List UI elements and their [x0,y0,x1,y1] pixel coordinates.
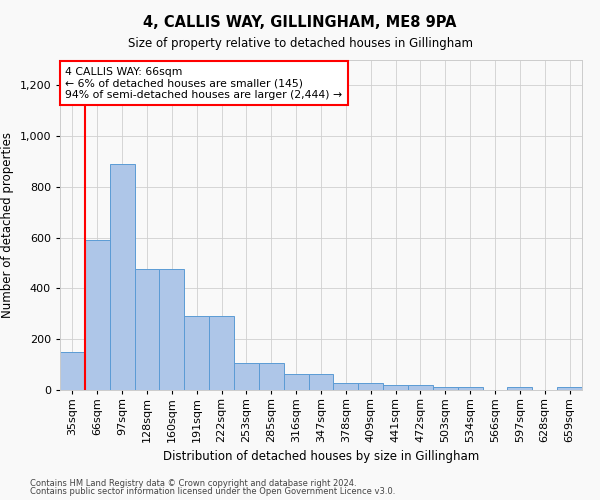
Bar [508,387,532,390]
Bar [134,270,160,390]
Bar [334,383,358,390]
Bar [358,383,383,390]
X-axis label: Distribution of detached houses by size in Gillingham: Distribution of detached houses by size … [163,450,479,464]
Y-axis label: Number of detached properties: Number of detached properties [1,132,14,318]
Bar [234,364,259,390]
Text: 4, CALLIS WAY, GILLINGHAM, ME8 9PA: 4, CALLIS WAY, GILLINGHAM, ME8 9PA [143,15,457,30]
Bar [160,270,184,390]
Text: 4 CALLIS WAY: 66sqm
← 6% of detached houses are smaller (145)
94% of semi-detach: 4 CALLIS WAY: 66sqm ← 6% of detached hou… [65,66,343,100]
Text: Contains public sector information licensed under the Open Government Licence v3: Contains public sector information licen… [30,487,395,496]
Bar [458,387,482,390]
Bar [259,364,284,390]
Bar [209,316,234,390]
Bar [383,386,408,390]
Bar [308,374,334,390]
Bar [60,352,85,390]
Text: Contains HM Land Registry data © Crown copyright and database right 2024.: Contains HM Land Registry data © Crown c… [30,478,356,488]
Bar [557,387,582,390]
Bar [433,387,458,390]
Text: Size of property relative to detached houses in Gillingham: Size of property relative to detached ho… [128,38,473,51]
Bar [284,374,308,390]
Bar [184,316,209,390]
Bar [85,240,110,390]
Bar [110,164,134,390]
Bar [408,386,433,390]
